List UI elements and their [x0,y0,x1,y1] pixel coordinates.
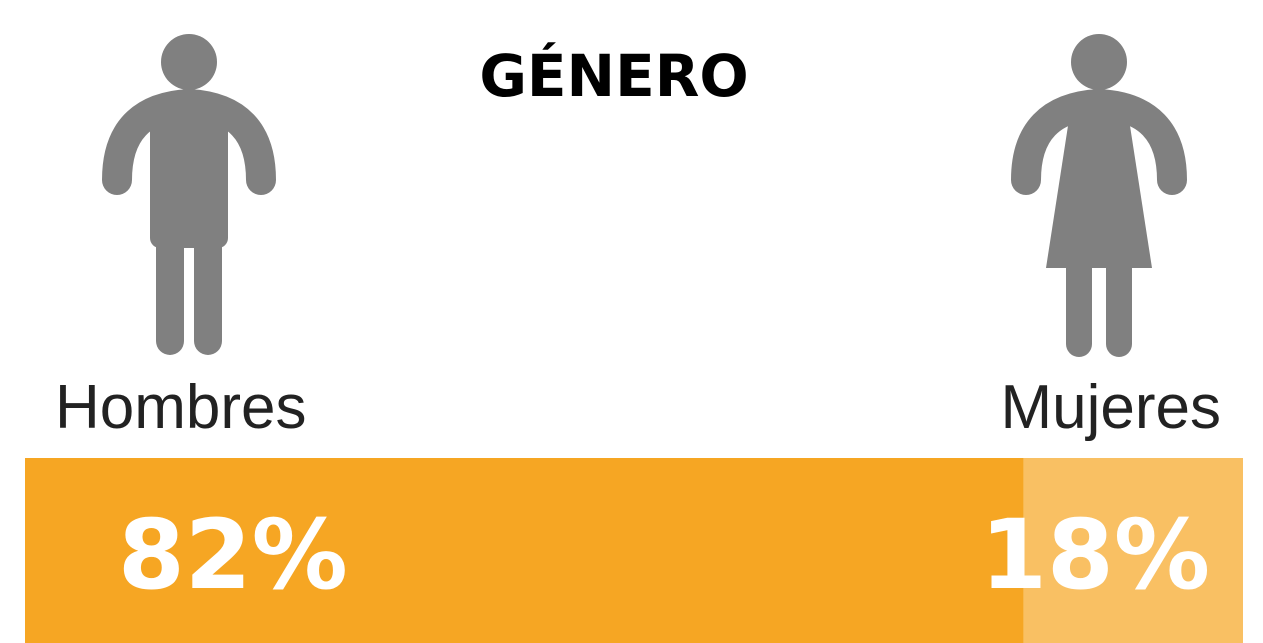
value-label: 18% [980,499,1210,611]
chart-title: GÉNERO [479,41,748,110]
value-label: 82% [118,499,348,611]
bar-segment [25,458,1024,643]
legend-label: Mujeres [1000,373,1221,442]
woman-icon [1011,34,1187,357]
legend-label: Hombres [55,373,307,442]
man-icon [102,34,276,355]
bar-segment [1023,458,1243,643]
